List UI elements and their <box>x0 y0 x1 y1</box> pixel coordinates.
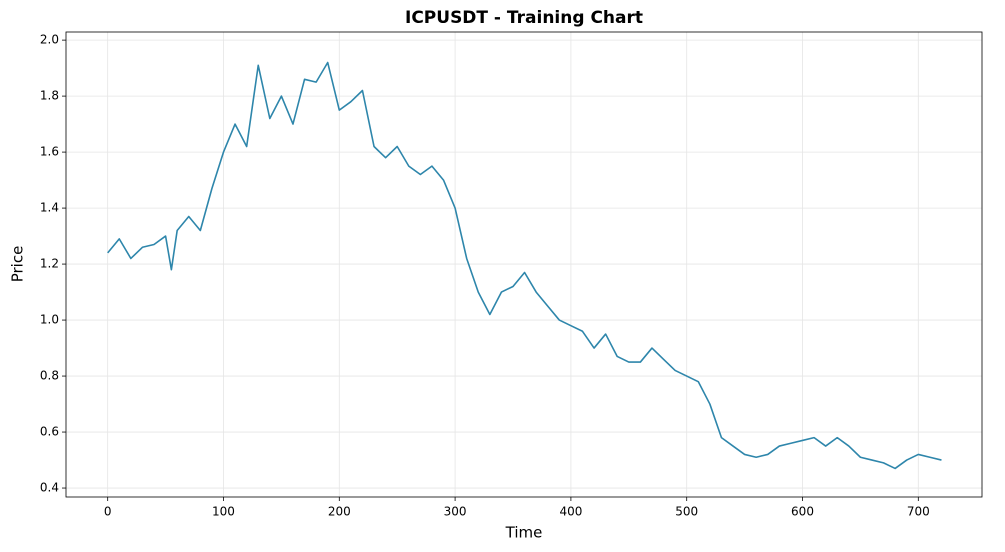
y-tick-label: 0.8 <box>40 369 59 383</box>
y-tick-label: 1.6 <box>40 145 59 159</box>
x-tick-label: 200 <box>328 505 351 519</box>
y-axis-label: Price <box>9 246 27 283</box>
x-tick-label: 500 <box>675 505 698 519</box>
x-tick-label: 0 <box>104 505 112 519</box>
price-line <box>107 61 942 470</box>
plot-frame <box>65 31 983 498</box>
y-tick-label: 1.2 <box>40 257 59 271</box>
x-tick-label: 700 <box>907 505 930 519</box>
y-tick-label: 1.4 <box>40 201 59 215</box>
chart-title: ICPUSDT - Training Chart <box>405 8 643 28</box>
x-tick-label: 100 <box>212 505 235 519</box>
y-tick-label: 0.4 <box>40 481 59 495</box>
x-tick-label: 600 <box>791 505 814 519</box>
y-tick-label: 0.6 <box>40 425 59 439</box>
y-tick-label: 1.0 <box>40 313 59 327</box>
x-tick-label: 300 <box>444 505 467 519</box>
y-tick-label: 1.8 <box>40 89 59 103</box>
x-axis-label: Time <box>505 524 543 542</box>
y-tick-label: 2.0 <box>40 33 59 47</box>
x-tick-label: 400 <box>559 505 582 519</box>
